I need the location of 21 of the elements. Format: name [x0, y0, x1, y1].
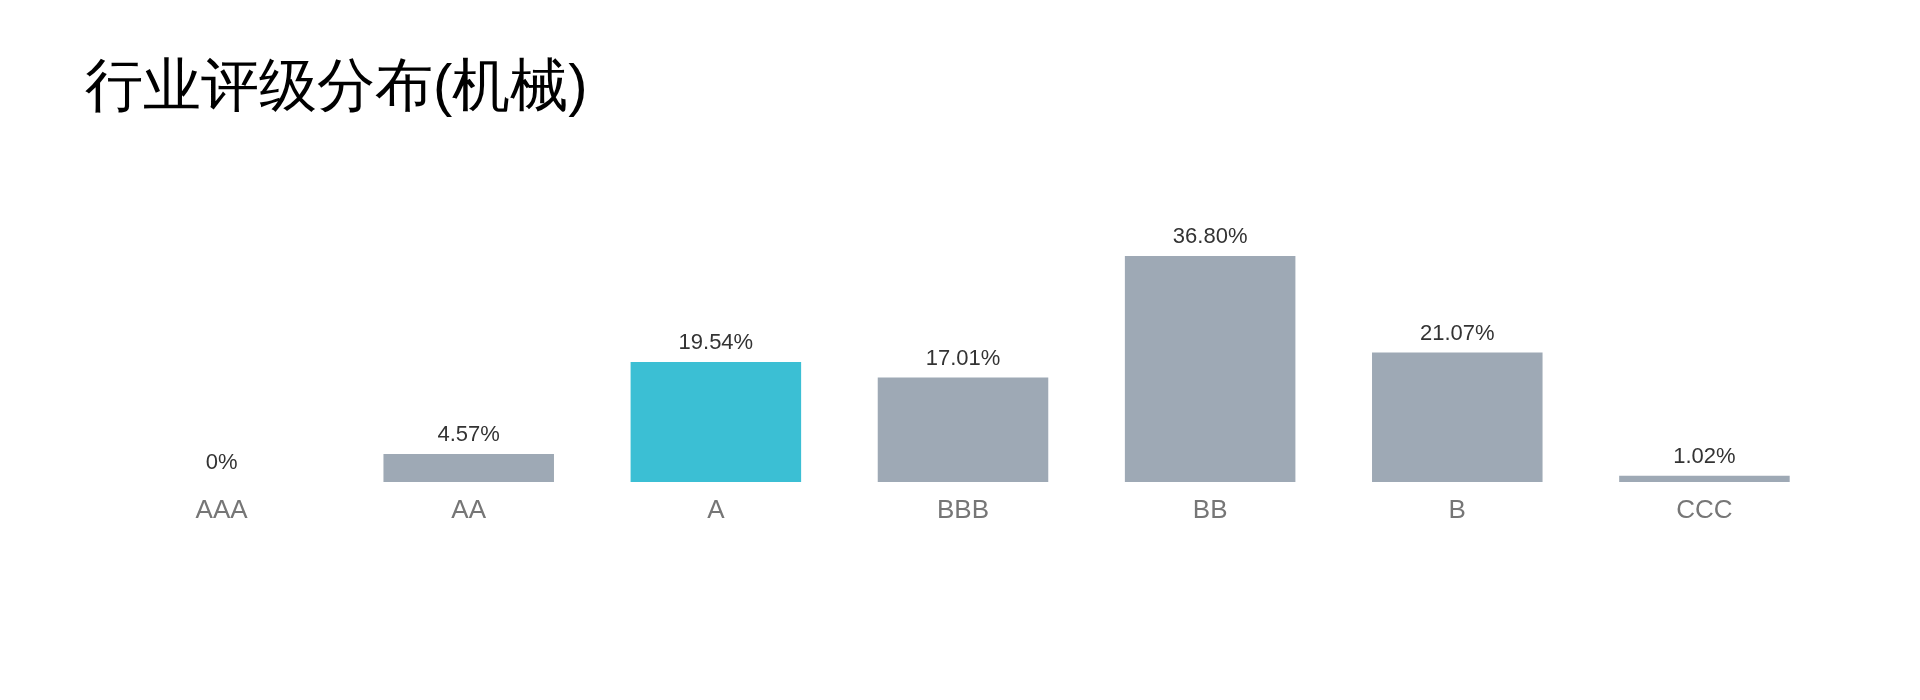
- data-label: 21.07%: [1419, 319, 1495, 345]
- bar: [1372, 352, 1543, 482]
- data-label: 36.80%: [1172, 223, 1248, 248]
- x-tick-label: B: [1448, 493, 1466, 524]
- chart-title: 行业评级分布(机械): [85, 52, 588, 117]
- data-label: 1.02%: [1673, 442, 1736, 468]
- x-tick-label: BB: [1192, 493, 1228, 524]
- data-label: 0%: [205, 449, 238, 474]
- x-tick-label: AA: [451, 493, 487, 524]
- data-label: 4.57%: [437, 420, 500, 446]
- bar: [383, 453, 554, 482]
- bar: [1619, 475, 1790, 482]
- data-label: 17.01%: [925, 344, 1001, 370]
- x-tick-label: BBB: [936, 493, 990, 524]
- bar: [630, 362, 802, 482]
- data-label: 19.54%: [678, 329, 754, 354]
- x-tick-label: CCC: [1676, 493, 1733, 524]
- x-tick-label: AAA: [195, 493, 249, 524]
- x-tick-label: A: [707, 493, 726, 524]
- bar: [877, 377, 1049, 482]
- bar: [1124, 256, 1296, 482]
